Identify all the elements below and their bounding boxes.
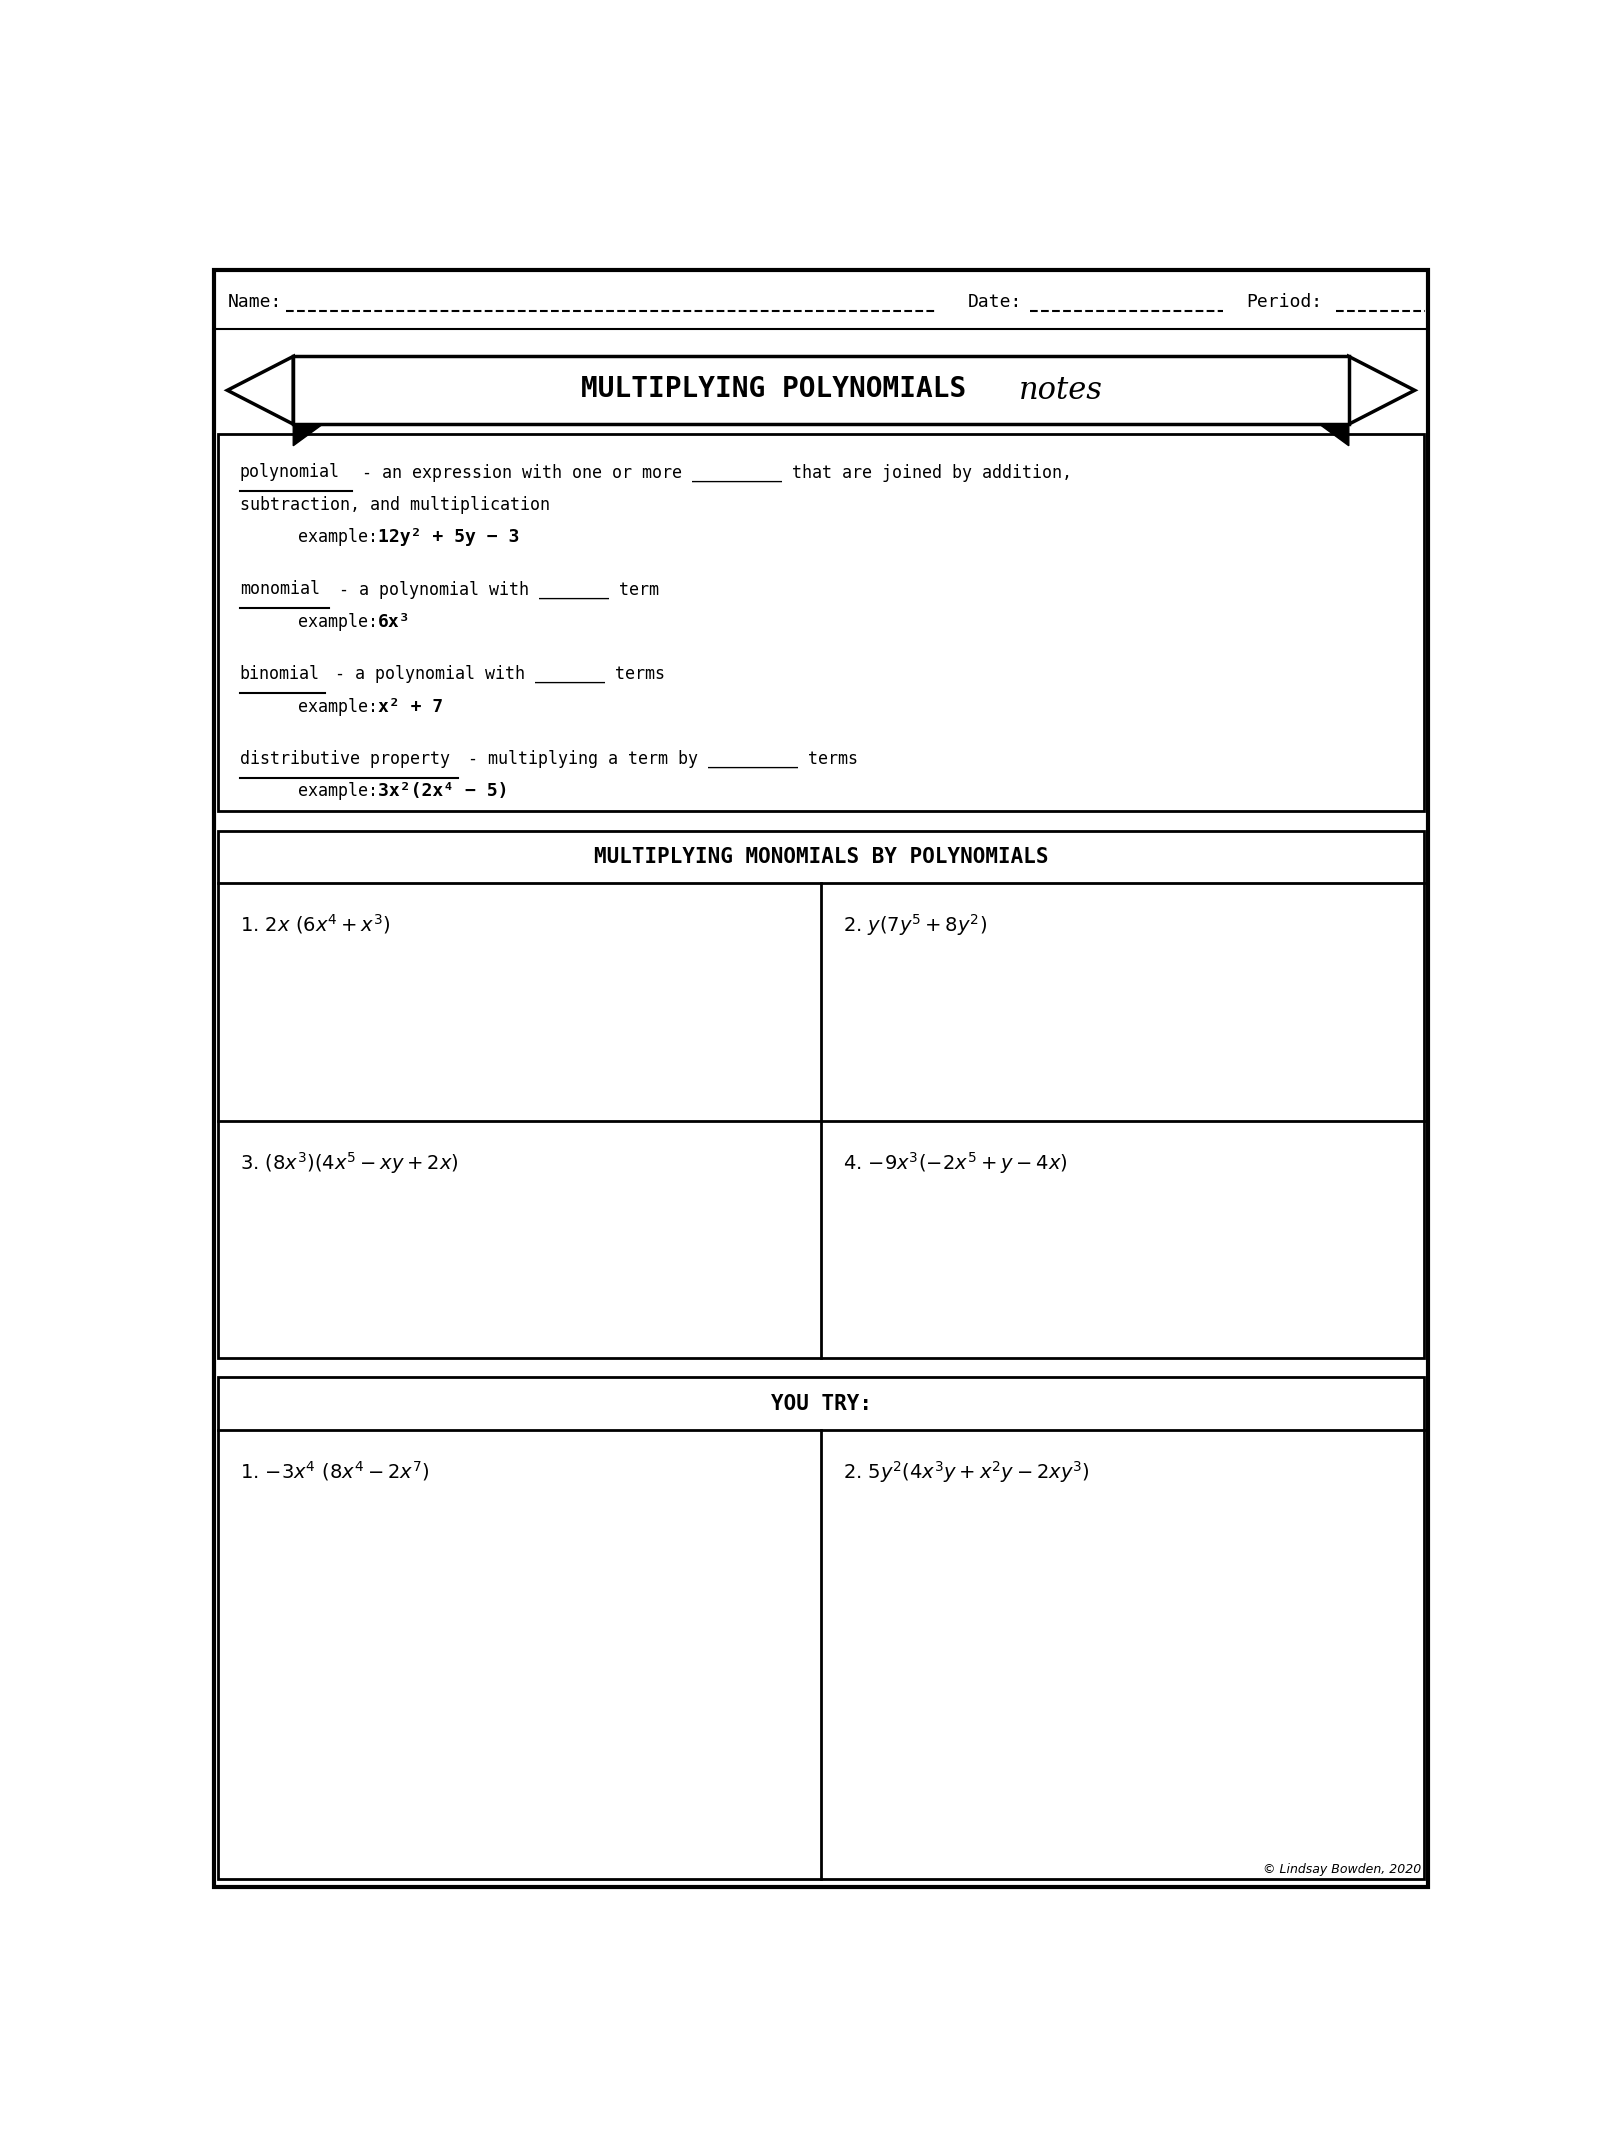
Text: MULTIPLYING MONOMIALS BY POLYNOMIALS: MULTIPLYING MONOMIALS BY POLYNOMIALS [594,846,1048,867]
Bar [293,357,1349,425]
Text: notes: notes [1019,374,1104,406]
Text: example:: example: [298,613,388,630]
Polygon shape [293,425,322,446]
Polygon shape [227,357,293,425]
Text: example:: example: [298,528,388,547]
Text: example:: example: [298,782,388,801]
Text: - a polynomial with _______ terms: - a polynomial with _______ terms [325,664,665,684]
Text: binomial: binomial [240,664,320,684]
Text: MULTIPLYING POLYNOMIALS: MULTIPLYING POLYNOMIALS [582,374,984,404]
Text: - an expression with one or more _________ that are joined by addition,: - an expression with one or more _______… [352,464,1072,483]
Text: 4. $-9x^3(-2x^5 + y - 4x)$: 4. $-9x^3(-2x^5 + y - 4x)$ [843,1149,1067,1175]
Text: 1. $2x\ (6x^4 + x^3)$: 1. $2x\ (6x^4 + x^3)$ [240,912,391,936]
Text: Name:: Name: [227,293,282,312]
Text: 3x²(2x⁴ − 5): 3x²(2x⁴ − 5) [378,782,508,801]
Bar [218,434,1424,812]
Text: 1. $-3x^4\ (8x^4 - 2x^7)$: 1. $-3x^4\ (8x^4 - 2x^7)$ [240,1459,429,1482]
Text: © Lindsay Bowden, 2020: © Lindsay Bowden, 2020 [1262,1863,1421,1875]
Text: 6x³: 6x³ [378,613,410,630]
Polygon shape [1349,357,1415,425]
Bar [218,1378,1424,1880]
Text: 12y² + 5y − 3: 12y² + 5y − 3 [378,528,519,547]
Text: subtraction, and multiplication: subtraction, and multiplication [240,496,549,515]
Text: example:: example: [298,698,388,716]
Text: YOU TRY:: YOU TRY: [771,1393,871,1414]
Text: distributive property: distributive property [240,750,450,767]
Text: 2. $y(7y^5 + 8y^2)$: 2. $y(7y^5 + 8y^2)$ [843,912,987,938]
Text: - a polynomial with _______ term: - a polynomial with _______ term [328,581,658,598]
Text: Period:: Period: [1246,293,1323,312]
Text: 2. $5y^2(4x^3y + x^2y - 2xy^3)$: 2. $5y^2(4x^3y + x^2y - 2xy^3)$ [843,1459,1089,1485]
Polygon shape [1320,425,1349,446]
Text: monomial: monomial [240,581,320,598]
Text: polynomial: polynomial [240,464,340,481]
Text: Date:: Date: [968,293,1022,312]
Text: 3. $(8x^3)(4x^5 - xy + 2x)$: 3. $(8x^3)(4x^5 - xy + 2x)$ [240,1149,458,1175]
Text: - multiplying a term by _________ terms: - multiplying a term by _________ terms [458,750,859,769]
Text: x² + 7: x² + 7 [378,698,444,716]
Bar [218,831,1424,1358]
